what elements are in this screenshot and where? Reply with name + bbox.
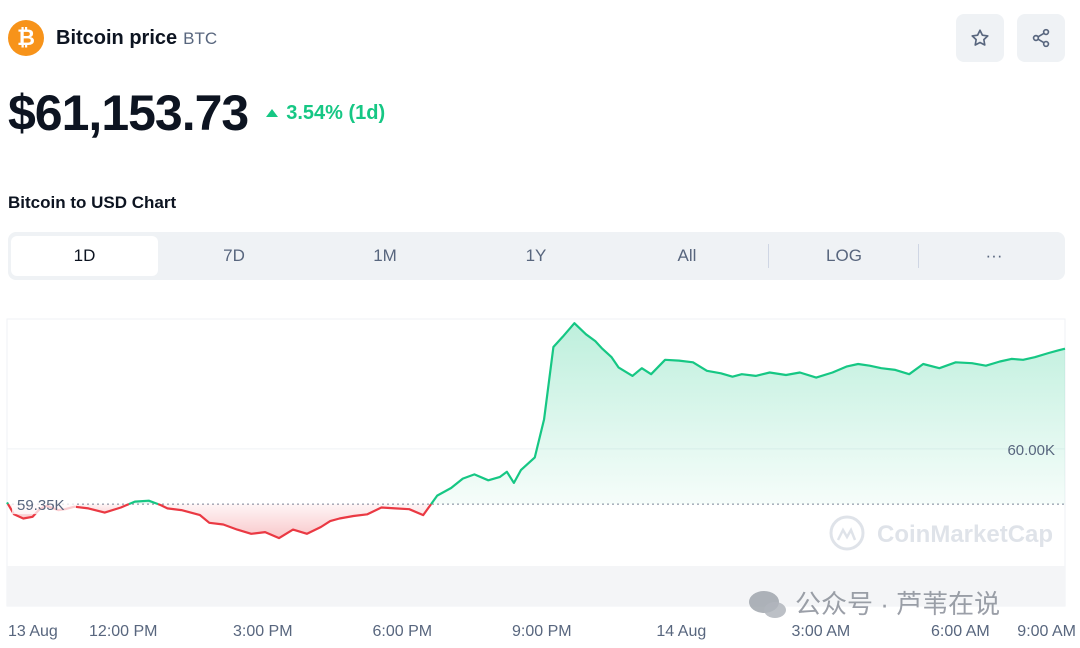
chart-areas <box>7 323 1066 539</box>
x-tick-label: 12:00 PM <box>89 623 157 640</box>
x-tick-label: 14 Aug <box>656 623 706 640</box>
coinmarketcap-watermark: CoinMarketCap <box>829 515 1053 551</box>
tab-divider <box>768 244 769 268</box>
coin-header: ₿ Bitcoin price BTC <box>8 20 217 56</box>
tab-log[interactable]: LOG <box>826 246 862 265</box>
x-tick-label: 9:00 PM <box>512 623 572 640</box>
tab-1m[interactable]: 1M <box>373 246 397 265</box>
x-tick-label: 13 Aug <box>8 623 58 640</box>
coinmarketcap-logo-icon <box>829 515 865 551</box>
bitcoin-logo-icon: ₿ <box>8 20 44 56</box>
current-price: $61,153.73 <box>8 85 249 141</box>
star-icon <box>971 29 989 46</box>
wechat-overlay: 公众号 · 芦苇在说 <box>749 589 1000 619</box>
share-icon <box>1032 28 1050 48</box>
x-tick-label: 9:00 AM <box>1017 623 1076 640</box>
tab-divider <box>918 244 919 268</box>
volume-band <box>7 566 1065 606</box>
tab-more[interactable]: ··· <box>985 246 1003 265</box>
price-line-segment-2 <box>128 499 159 506</box>
chart-heading: Bitcoin to USD Chart <box>8 193 177 212</box>
coin-symbol: BTC <box>183 29 218 48</box>
baseline-label-bg <box>12 494 76 515</box>
tab-1d[interactable]: 1D <box>11 236 158 276</box>
x-tick-label: 3:00 PM <box>233 623 293 640</box>
overlay-watermark-text: 公众号 · 芦苇在说 <box>795 589 1000 619</box>
y-gridline-label: 60.00K <box>1007 442 1055 459</box>
tab-1y[interactable]: 1Y <box>525 246 547 265</box>
x-tick-label: 6:00 AM <box>931 623 990 640</box>
triangle-up-icon <box>266 109 279 117</box>
x-tick-label: 3:00 AM <box>791 623 850 640</box>
area-segment-4 <box>431 323 1066 505</box>
chart-labels: 60.00K 59.35K <box>12 442 1055 515</box>
tab-7d[interactable]: 7D <box>223 246 245 265</box>
price-chart-svg: 60.00K 59.35K CoinMarketCap 13 Aug 12:00 P… <box>6 318 1076 640</box>
price-line-segment-0 <box>6 501 9 505</box>
price-line-segment-4 <box>430 322 1066 505</box>
price-change-value: 3.54% (1d) <box>286 101 386 124</box>
share-button[interactable] <box>1017 14 1065 62</box>
price-line-segment-3 <box>157 503 432 540</box>
price-chart[interactable]: 60.00K 59.35K CoinMarketCap 13 Aug 12:00 P… <box>0 318 1080 648</box>
coin-name: Bitcoin price <box>56 26 178 49</box>
price-row: $61,153.73 3.54% (1d) <box>8 84 385 142</box>
baseline-label: 59.35K <box>17 497 65 514</box>
volume-bars <box>7 566 1065 606</box>
price-change: 3.54% (1d) <box>266 102 385 125</box>
chart-range-tabs: 1D 7D 1M 1Y All LOG ··· <box>8 232 1065 280</box>
x-axis: 13 Aug 12:00 PM 3:00 PM 6:00 PM 9:00 PM 14 Au… <box>8 623 1076 640</box>
tab-all[interactable]: All <box>677 246 697 265</box>
x-tick-label: 6:00 PM <box>372 623 432 640</box>
coinmarketcap-watermark-text: CoinMarketCap <box>877 521 1053 548</box>
watchlist-button[interactable] <box>956 14 1004 62</box>
area-segment-3 <box>158 504 432 539</box>
